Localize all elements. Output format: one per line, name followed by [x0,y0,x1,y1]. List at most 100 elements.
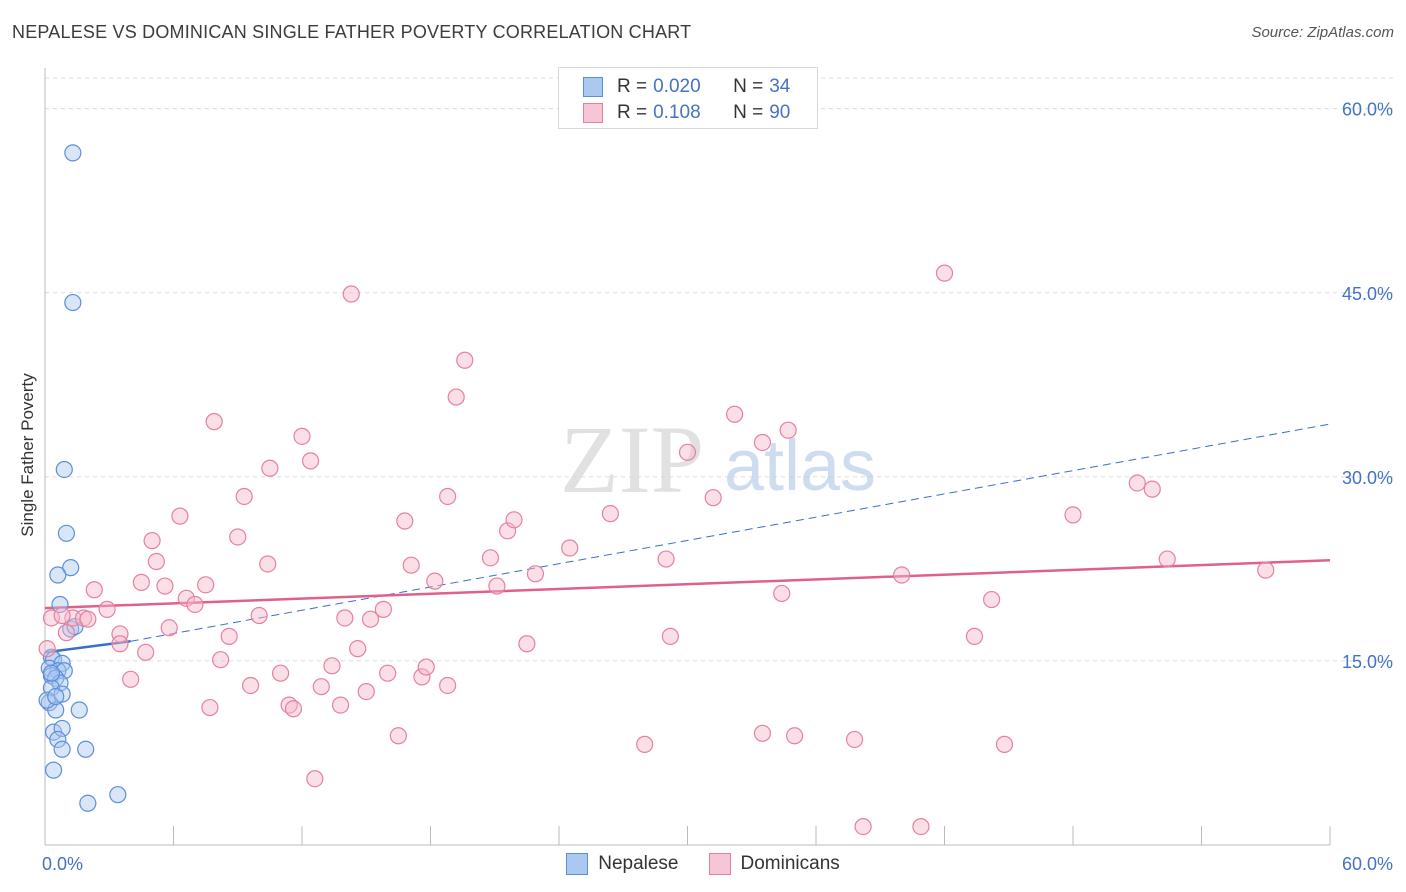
dominicans-point [1064,506,1082,524]
watermark: ZIP atlas [560,406,876,513]
y-tick-label: 30.0% [1342,468,1393,488]
nepalese-point [53,740,71,758]
dominicans-point [785,727,804,745]
dominicans-point [85,581,103,599]
nepalese-point [64,293,82,312]
dominicans-point [323,657,341,675]
dominicans-point [259,555,277,573]
dominicans-point [396,512,414,530]
dominicans-point [413,668,431,686]
series-legend: Nepalese Dominicans [0,851,1406,877]
nepalese-point [53,719,71,738]
nepalese-point [51,595,69,614]
dominicans-point [38,640,56,658]
dominicans-point [417,658,435,676]
nepalese-trend-line [44,640,131,654]
y-tick-label: 60.0% [1342,100,1393,120]
n-label: N = [733,102,764,123]
dominicans-point [379,664,397,682]
nepalese-point [51,674,69,692]
dominicans-point [636,735,654,753]
dominicans-point [261,459,279,477]
dominicans-point [995,735,1014,753]
dominicans-point [349,640,367,658]
correlation-legend: R = 0.020 N = 34 R = 0.108 N = 90 [558,67,818,129]
nepalese-point [47,701,65,719]
dominicans-point [201,698,219,717]
dominicans-point [518,635,536,653]
n-value: 34 [769,76,791,97]
dominicans-point [186,595,204,614]
trend-lines [44,423,1331,654]
nepalese-point [79,794,97,812]
axes [44,68,1331,846]
legend-item-nepalese: Nepalese [566,853,679,875]
dominicans-point [143,532,161,550]
r-label: R = [617,76,648,97]
dominicans-point [229,528,247,546]
dominicans-point [342,285,360,303]
r-value: 0.108 [653,102,701,123]
dominicans-point [661,627,679,645]
dominicans-point [132,573,150,591]
dominicans-point [160,619,178,637]
dominicans-point [965,627,984,645]
dominicans-point [854,817,872,836]
dominicans-point [439,487,457,506]
dominicans-point [111,625,129,643]
nepalese-point [42,664,61,682]
dominicans-point [306,770,324,788]
nepalese-point [38,691,56,709]
dominicans-point [98,600,116,618]
nepalese-point [49,566,67,584]
y-tick-label: 45.0% [1342,284,1393,304]
nepalese-point [77,740,95,758]
n-value: 90 [769,102,791,123]
nepalese-point [49,730,67,749]
dominicans-point [53,606,71,625]
data-points [38,144,1275,836]
dominicans-point [301,452,320,470]
dominicans-point [912,817,930,836]
x-tick-label: 0.0% [42,854,83,874]
n-label: N = [733,76,764,97]
dominicans-point [220,627,238,645]
x-tick-label: 60.0% [1342,854,1393,874]
dominicans-point [205,413,223,431]
dominicans-point [753,433,772,452]
dominicans-point [561,539,579,557]
legend-row-nepalese: R = 0.020 N = 34 [583,74,790,100]
dominicans-point [1257,561,1275,579]
dominicans-point [250,606,268,625]
dominicans-point [331,696,350,714]
dominicans-point [456,351,474,369]
dominicans-point [753,724,772,742]
dominicans-point [505,511,523,529]
dominicans-point [726,405,744,423]
dominicans-point [1143,480,1161,498]
dominicans-point [935,264,954,282]
legend-row-dominicans: R = 0.108 N = 90 [583,100,790,126]
nepalese-point [62,559,80,577]
chart-title: NEPALESE VS DOMINICAN SINGLE FATHER POVE… [12,22,692,42]
dominicans-point [271,664,290,682]
nepalese-point [44,761,63,779]
y-axis-label: Single Father Poverty [18,373,37,537]
dominicans-point [526,565,545,583]
dominicans-point [983,590,1001,609]
dominicans-point [336,609,354,627]
r-label: R = [617,102,648,123]
dominicans-point [284,700,303,718]
dominicans-legend-swatch [708,853,731,875]
nepalese-point [55,460,73,479]
nepalese-point [70,701,88,719]
dominicans-point [177,589,195,607]
dominicans-point [657,550,675,568]
dominicans-legend-label: Dominicans [740,853,840,874]
nepalese-point [109,786,127,804]
dominicans-point [57,624,76,642]
dominicans-point [704,489,722,507]
legend-item-dominicans: Dominicans [708,853,840,875]
nepalese-swatch [583,77,603,97]
